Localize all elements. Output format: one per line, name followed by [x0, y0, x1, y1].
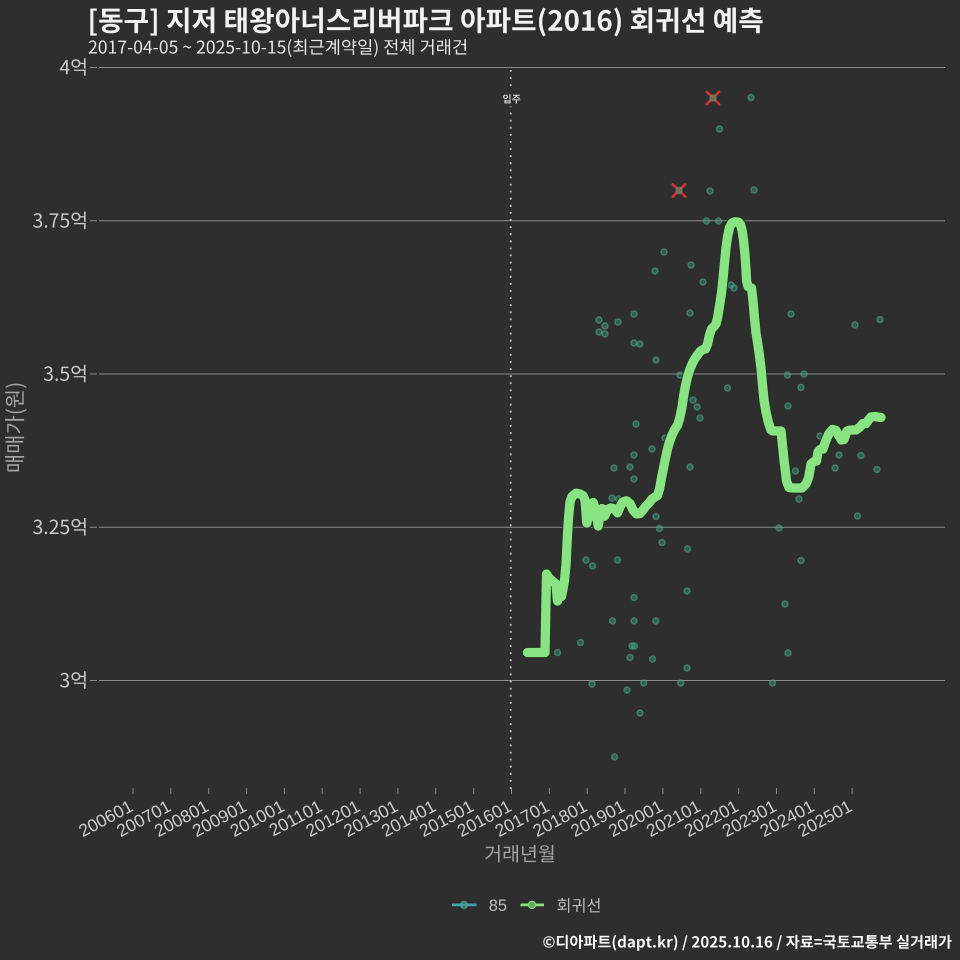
- svg-text:85: 85: [489, 897, 507, 915]
